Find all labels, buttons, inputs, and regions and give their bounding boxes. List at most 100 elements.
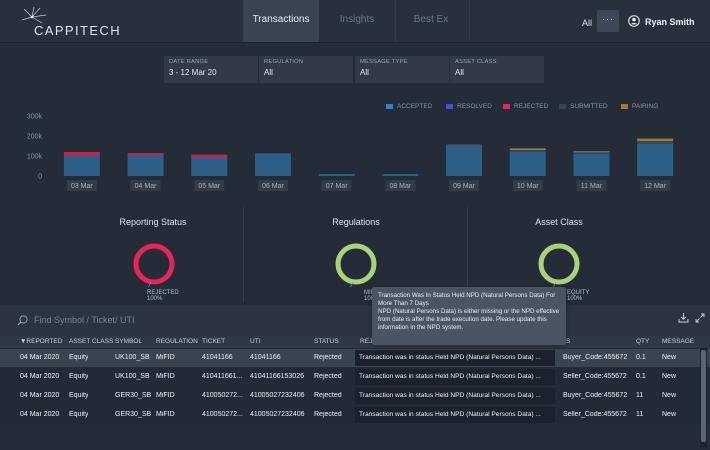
legend-swatch [559, 103, 566, 109]
column-header-qty[interactable]: QTY [636, 338, 650, 345]
bar-submitted[interactable] [637, 141, 674, 144]
table-row[interactable]: 04 Mar 2020 Equity UK100_SB MiFID 410411… [0, 349, 710, 367]
all-selector[interactable]: All [582, 18, 593, 28]
cell-ticket: 410050272... [202, 392, 243, 399]
logo[interactable]: CAPPITECH [14, 6, 120, 38]
cell-reject-reason[interactable]: Transaction was in status Held NPD (Natu… [359, 354, 541, 361]
legend-item-resolved[interactable]: RESOLVED [446, 103, 492, 110]
legend-label: REJECTED [514, 103, 549, 110]
x-tick-badge [257, 180, 288, 191]
tooltip-title: Transaction Was In Status Held NPD (Natu… [378, 292, 556, 308]
cell-reported: 04 Mar 2020 [20, 411, 60, 418]
bar-pairing[interactable] [637, 138, 674, 141]
x-tick-label: 12 Mar [644, 183, 666, 190]
bar-pairing[interactable] [509, 148, 546, 150]
cell-asset-class: Equity [69, 373, 89, 380]
filter-message-type[interactable]: MESSAGE TYPE All [355, 56, 449, 83]
download-icon[interactable] [678, 312, 689, 323]
cell-qty: 11 [636, 411, 644, 418]
y-tick-label: 300k [27, 114, 43, 121]
bar-rejected[interactable] [63, 152, 100, 155]
filter-date-range[interactable]: DATE RANGE 3 - 12 Mar 20 [164, 56, 258, 83]
bar-accepted[interactable] [637, 144, 674, 176]
bar-submitted[interactable] [573, 152, 610, 154]
x-tick-badge [66, 180, 97, 191]
cell-qty: 0.1 [636, 373, 646, 380]
bar-accepted[interactable] [318, 174, 355, 176]
tab-divider [395, 0, 396, 42]
cell-regulation: MiFID [156, 392, 175, 399]
cell-status: Rejected [314, 373, 342, 380]
bar-submitted[interactable] [509, 150, 546, 152]
regulations-donut[interactable] [333, 241, 379, 287]
bar-accepted[interactable] [63, 155, 100, 176]
table-row[interactable]: 04 Mar 2020 Equity UK100_SB MiFID 410411… [0, 368, 710, 386]
filter-label: MESSAGE TYPE [360, 59, 408, 65]
user-name[interactable]: Ryan Smith [645, 17, 695, 27]
cell-reported: 04 Mar 2020 [20, 354, 60, 361]
bar-accepted[interactable] [446, 145, 483, 176]
bar-accepted[interactable] [573, 154, 610, 176]
table-row[interactable]: 04 Mar 2020 Equity GER30_SB MiFID 410050… [0, 387, 710, 405]
legend-item-submitted[interactable]: SUBMITTED [559, 103, 608, 110]
bar-rejected[interactable] [191, 154, 228, 157]
table-scrollbar-thumb[interactable] [701, 350, 706, 442]
cell-asset-class: Equity [69, 354, 89, 361]
x-tick-label: 08 Mar [389, 183, 411, 190]
bar-submitted[interactable] [446, 144, 483, 145]
logo-star-icon [21, 6, 47, 24]
column-header-asset-class[interactable]: ASSET CLASS [69, 338, 114, 345]
cell-code: Seller_Code:455672 [563, 373, 627, 380]
transactions-bar-chart: 0 100k 200k 300k 03 Mar 04 Mar 05 Mar 06 Mar 07 … [27, 114, 674, 191]
column-header-symbol[interactable]: SYMBOL [115, 338, 143, 345]
legend-item-rejected[interactable]: REJECTED [503, 103, 548, 110]
bar-accepted[interactable] [382, 174, 419, 176]
column-header-code[interactable]: S [566, 338, 571, 345]
column-header-reported[interactable]: ▼REPORTED [20, 338, 63, 345]
legend-item-accepted[interactable]: ACCEPTED [386, 103, 432, 110]
cell-message-type: New [662, 354, 677, 361]
asset-class-donut[interactable] [536, 241, 582, 287]
legend-swatch [621, 103, 628, 109]
column-header-regulation[interactable]: REGULATION [156, 338, 198, 345]
x-tick-label: 03 Mar [71, 183, 93, 190]
filter-value: All [455, 68, 464, 77]
cell-reject-reason[interactable]: Transaction was in status Held NPD (Natu… [359, 411, 541, 418]
column-header-status[interactable]: STATUS [314, 338, 339, 345]
bar-accepted[interactable] [191, 157, 228, 176]
cell-ticket: 410050272... [202, 411, 243, 418]
bar-accepted[interactable] [254, 154, 291, 176]
more-button[interactable]: ··· [597, 10, 619, 32]
filter-asset-class[interactable]: ASSET CLASS All [450, 56, 544, 83]
column-header-reject-reason[interactable]: REJEC [360, 338, 382, 345]
cell-reject-reason[interactable]: Transaction was in status Held NPD (Natu… [359, 392, 541, 399]
tab-best-ex[interactable]: Best Ex [413, 14, 449, 25]
filter-regulation[interactable]: REGULATION All [259, 56, 353, 83]
search-input[interactable] [34, 315, 284, 325]
bar-accepted[interactable] [509, 152, 546, 176]
x-tick-badge [130, 180, 161, 191]
x-tick-badge [385, 180, 416, 191]
tab-insights[interactable]: Insights [339, 14, 375, 25]
tab-transactions[interactable]: Transactions [243, 0, 319, 42]
column-header-uti[interactable]: UTI [250, 338, 261, 345]
user-icon[interactable] [628, 15, 640, 27]
reject-reason-cell-bg [355, 388, 555, 404]
bar-rejected[interactable] [127, 153, 164, 156]
cell-symbol: UK100_SB [115, 373, 150, 380]
column-header-message[interactable]: MESSAGE [662, 338, 695, 345]
reporting-status-donut[interactable] [131, 241, 177, 287]
cell-reject-reason[interactable]: Transaction was in status Held NPD (Natu… [359, 373, 541, 380]
x-tick-badge [512, 180, 543, 191]
cell-code: Seller_Code:455672 [563, 411, 627, 418]
bar-pairing[interactable] [573, 151, 610, 153]
cell-regulation: MiFID [156, 411, 175, 418]
expand-icon[interactable] [695, 313, 705, 323]
bar-submitted[interactable] [254, 153, 291, 154]
cell-uti: 41041166 [250, 354, 281, 361]
legend-item-pairing[interactable]: PAIRING [621, 103, 658, 110]
bar-accepted[interactable] [127, 156, 164, 176]
table-row[interactable]: 04 Mar 2020 Equity GER30_SB MiFID 410050… [0, 406, 710, 424]
column-header-ticket[interactable]: TICKET [202, 338, 226, 345]
legend-swatch [503, 103, 510, 109]
